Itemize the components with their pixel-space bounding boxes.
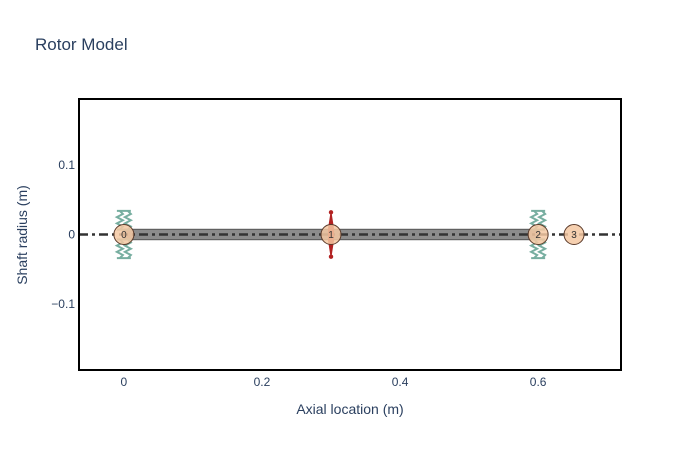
- node-marker: [320, 224, 342, 245]
- x-tick-label: 0.6: [530, 375, 547, 389]
- x-tick-label: 0.4: [392, 375, 409, 389]
- x-tick-label: 0.2: [254, 375, 271, 389]
- y-tick-labels: 0.1 0 −0.1: [51, 158, 75, 311]
- node-label: 3: [571, 230, 577, 241]
- bearing-spring: [122, 210, 134, 231]
- node-marker: [113, 224, 135, 245]
- disk-tip: [328, 210, 334, 215]
- x-tick-labels: 0 0.2 0.4 0.6: [121, 375, 547, 389]
- y-tick-label: 0: [68, 228, 75, 242]
- bearing-spring: [122, 238, 134, 259]
- chart-title: Rotor Model: [35, 35, 128, 54]
- x-axis-title: Axial location (m): [296, 401, 403, 417]
- y-tick-label: −0.1: [51, 297, 75, 311]
- y-tick-label: 0.1: [58, 158, 75, 172]
- plot-area: 0 1 2 3: [79, 209, 621, 260]
- plot-frame: [78, 98, 622, 371]
- bearing-spring: [536, 210, 548, 231]
- node-marker: [563, 224, 585, 245]
- node-label: 0: [121, 230, 127, 241]
- bearing-spring: [536, 238, 548, 259]
- node-label: 1: [328, 230, 334, 241]
- disk-tip: [328, 254, 334, 259]
- node-label: 2: [535, 230, 541, 241]
- y-axis-title: Shaft radius (m): [14, 185, 30, 285]
- node-marker: [527, 224, 549, 245]
- x-tick-label: 0: [121, 375, 128, 389]
